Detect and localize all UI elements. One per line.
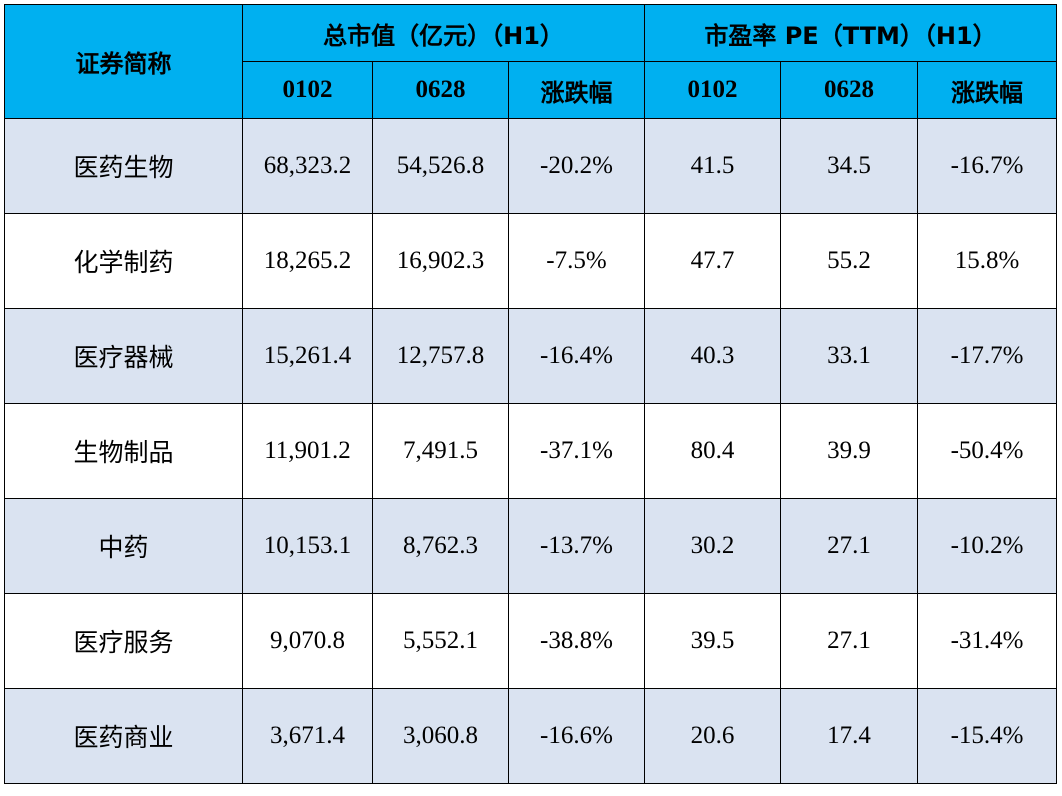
row-security-name: 化学制药 — [4, 213, 243, 309]
cell-pe-0102: 47.7 — [644, 213, 782, 309]
cell-mcap-0102: 9,070.8 — [242, 593, 373, 689]
cell-mcap-change: -7.5% — [507, 213, 646, 309]
header-group-pe: 市盈率 PE（TTM）（H1） — [644, 4, 1058, 62]
header-mcap-change: 涨跌幅 — [507, 61, 646, 119]
cell-mcap-0628: 5,552.1 — [372, 593, 509, 689]
table-row: 化学制药 18,265.2 16,902.3 -7.5% 47.7 55.2 15.8% — [4, 213, 1058, 309]
cell-pe-change: -50.4% — [917, 403, 1058, 499]
cell-mcap-0628: 8,762.3 — [372, 498, 509, 594]
table-row: 生物制品 11,901.2 7,491.5 -37.1% 80.4 39.9 -50.4% — [4, 403, 1058, 499]
cell-mcap-0102: 3,671.4 — [242, 688, 373, 784]
cell-pe-change: 15.8% — [917, 213, 1058, 309]
header-row-subcols: 0102 0628 涨跌幅 0102 0628 涨跌幅 — [5, 61, 1058, 119]
row-security-name: 医药商业 — [4, 688, 243, 784]
cell-mcap-0102: 15,261.4 — [242, 308, 373, 404]
row-security-name: 医疗服务 — [4, 593, 243, 689]
cell-pe-0628: 34.5 — [780, 118, 919, 214]
header-pe-0628: 0628 — [780, 61, 919, 119]
cell-mcap-change: -16.6% — [507, 688, 646, 784]
valuation-table: 证券简称 总市值（亿元）（H1） 市盈率 PE（TTM）（H1） 0102 06… — [4, 4, 1058, 784]
cell-mcap-change: -37.1% — [507, 403, 646, 499]
cell-mcap-change: -38.8% — [507, 593, 646, 689]
cell-mcap-0628: 16,902.3 — [372, 213, 509, 309]
cell-mcap-0628: 7,491.5 — [372, 403, 509, 499]
cell-mcap-0102: 10,153.1 — [242, 498, 373, 594]
cell-pe-0102: 20.6 — [644, 688, 782, 784]
cell-pe-0102: 80.4 — [644, 403, 782, 499]
valuation-table-container: 证券简称 总市值（亿元）（H1） 市盈率 PE（TTM）（H1） 0102 06… — [4, 4, 1058, 784]
cell-pe-0628: 17.4 — [780, 688, 919, 784]
row-security-name: 中药 — [4, 498, 243, 594]
table-row: 医药商业 3,671.4 3,060.8 -16.6% 20.6 17.4 -15.4% — [4, 688, 1058, 784]
row-security-name: 生物制品 — [4, 403, 243, 499]
header-security-name: 证券简称 — [4, 4, 243, 119]
row-security-name: 医药生物 — [4, 118, 243, 214]
cell-pe-0102: 30.2 — [644, 498, 782, 594]
header-row-groups: 证券简称 总市值（亿元）（H1） 市盈率 PE（TTM）（H1） — [4, 4, 1058, 119]
row-security-name: 医疗器械 — [4, 308, 243, 404]
header-pe-change: 涨跌幅 — [917, 61, 1058, 119]
cell-pe-change: -10.2% — [917, 498, 1058, 594]
cell-pe-change: -17.7% — [917, 308, 1058, 404]
table-row: 医疗服务 9,070.8 5,552.1 -38.8% 39.5 27.1 -31.4% — [4, 593, 1058, 689]
cell-pe-0628: 55.2 — [780, 213, 919, 309]
cell-mcap-0628: 3,060.8 — [372, 688, 509, 784]
cell-pe-0628: 39.9 — [780, 403, 919, 499]
cell-pe-0628: 27.1 — [780, 498, 919, 594]
cell-pe-0102: 39.5 — [644, 593, 782, 689]
cell-mcap-0628: 54,526.8 — [372, 118, 509, 214]
cell-pe-change: -16.7% — [917, 118, 1058, 214]
table-body: 医药生物 68,323.2 54,526.8 -20.2% 41.5 34.5 -16.7%… — [4, 118, 1058, 784]
cell-pe-change: -15.4% — [917, 688, 1058, 784]
cell-mcap-0102: 68,323.2 — [242, 118, 373, 214]
cell-mcap-0102: 18,265.2 — [242, 213, 373, 309]
cell-mcap-0102: 11,901.2 — [242, 403, 373, 499]
table-row: 中药 10,153.1 8,762.3 -13.7% 30.2 27.1 -10.2% — [4, 498, 1058, 594]
cell-pe-0102: 41.5 — [644, 118, 782, 214]
table-row: 医药生物 68,323.2 54,526.8 -20.2% 41.5 34.5 -16.7% — [4, 118, 1058, 214]
header-group-market-cap: 总市值（亿元）（H1） — [241, 4, 646, 62]
table-row: 医疗器械 15,261.4 12,757.8 -16.4% 40.3 33.1 -17.7% — [4, 308, 1058, 404]
header-mcap-0628: 0628 — [372, 61, 509, 119]
header-pe-0102: 0102 — [644, 61, 782, 119]
header-mcap-0102: 0102 — [242, 61, 373, 119]
cell-mcap-change: -20.2% — [507, 118, 646, 214]
cell-pe-change: -31.4% — [917, 593, 1058, 689]
cell-mcap-0628: 12,757.8 — [372, 308, 509, 404]
cell-mcap-change: -16.4% — [507, 308, 646, 404]
cell-pe-0102: 40.3 — [644, 308, 782, 404]
cell-pe-0628: 27.1 — [780, 593, 919, 689]
cell-mcap-change: -13.7% — [507, 498, 646, 594]
cell-pe-0628: 33.1 — [780, 308, 919, 404]
